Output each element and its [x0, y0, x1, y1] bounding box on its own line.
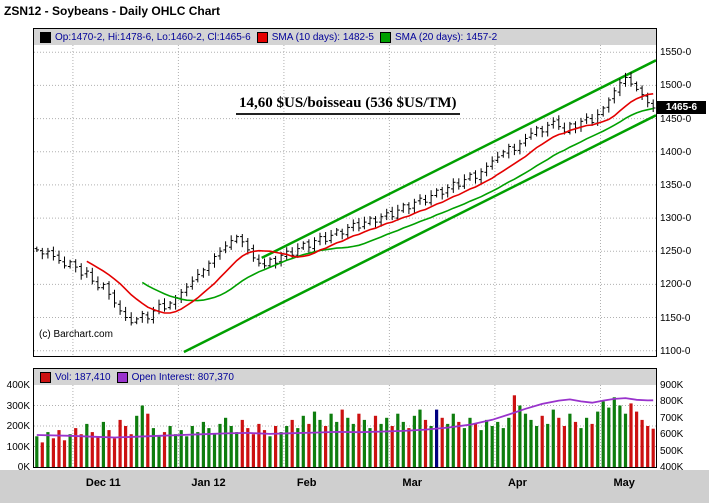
- price-plot: 14,60 $US/boisseau (536 $US/TM) (c) Barc…: [34, 45, 656, 356]
- ohlc-legend-swatch: [40, 31, 51, 43]
- barchart-watermark: (c) Barchart.com: [39, 329, 113, 340]
- month-label: Jan 12: [191, 477, 226, 489]
- volume-chart-svg: [34, 385, 656, 467]
- price-axis-label: 1300-0: [660, 213, 692, 225]
- volume-right-axis-label: 900K: [660, 380, 684, 391]
- volume-left-axis-label: 200K: [6, 421, 30, 432]
- volume-right-axis-label: 700K: [660, 412, 684, 424]
- price-axis-label: 1350-0: [660, 179, 692, 191]
- open-interest-legend-swatch: [116, 371, 128, 383]
- volume-left-axis-label: 300K: [6, 400, 30, 412]
- price-axis-label: 1550-0: [660, 47, 692, 59]
- volume-right-axis-label: 800K: [660, 396, 684, 408]
- open-interest-legend-label: Open Interest: 807,370: [131, 371, 234, 383]
- page-title: ZSN12 - Soybeans - Daily OHLC Chart: [4, 4, 221, 18]
- sma20-legend-label: SMA (20 days): 1457-2: [394, 31, 498, 43]
- price-axis-label: 1150-0: [660, 312, 691, 324]
- month-label: Mar: [402, 477, 422, 489]
- price-chart-svg: [34, 45, 656, 356]
- volume-legend-swatch: [40, 371, 51, 383]
- sma10-legend-swatch: [256, 31, 268, 43]
- volume-right-axis-label: 600K: [660, 429, 684, 441]
- price-axis-label: 1250-0: [660, 246, 692, 258]
- sma20-legend-swatch: [379, 31, 391, 43]
- month-label: Feb: [296, 477, 317, 489]
- price-axis-label: 1400-0: [660, 146, 692, 158]
- price-axis-label: 1100-0: [660, 345, 691, 357]
- month-label: Apr: [507, 477, 527, 489]
- price-legend: Op:1470-2, Hi:1478-6, Lo:1460-2, Cl:1465…: [34, 29, 656, 45]
- volume-left-axis-label: 0K: [17, 462, 30, 473]
- volume-legend-label: Vol: 187,410: [55, 371, 111, 383]
- volume-panel: Vol: 187,410 Open Interest: 807,370: [33, 368, 657, 468]
- price-axis-label: 1200-0: [660, 279, 692, 291]
- volume-legend: Vol: 187,410 Open Interest: 807,370: [34, 369, 656, 385]
- month-label: May: [613, 477, 635, 489]
- volume-left-axis-label: 100K: [6, 441, 30, 453]
- volume-plot: [34, 385, 656, 467]
- volume-left-axis-label: 400K: [6, 380, 30, 391]
- last-price-tag: 1465-6: [657, 101, 706, 114]
- volume-right-axis-label: 400K: [660, 462, 684, 473]
- month-label: Dec 11: [85, 477, 121, 489]
- price-annotation: 14,60 $US/boisseau (536 $US/TM): [236, 95, 460, 115]
- price-panel: Op:1470-2, Hi:1478-6, Lo:1460-2, Cl:1465…: [33, 28, 657, 357]
- ohlc-legend-label: Op:1470-2, Hi:1478-6, Lo:1460-2, Cl:1465…: [55, 31, 251, 43]
- price-axis-label: 1500-0: [660, 80, 692, 92]
- volume-right-axis-label: 500K: [660, 445, 684, 457]
- price-axis-label: 1450-0: [660, 113, 692, 125]
- month-axis: Dec 11 Jan 12 Feb Mar Apr May: [0, 470, 709, 503]
- sma10-legend-label: SMA (10 days): 1482-5: [271, 31, 374, 43]
